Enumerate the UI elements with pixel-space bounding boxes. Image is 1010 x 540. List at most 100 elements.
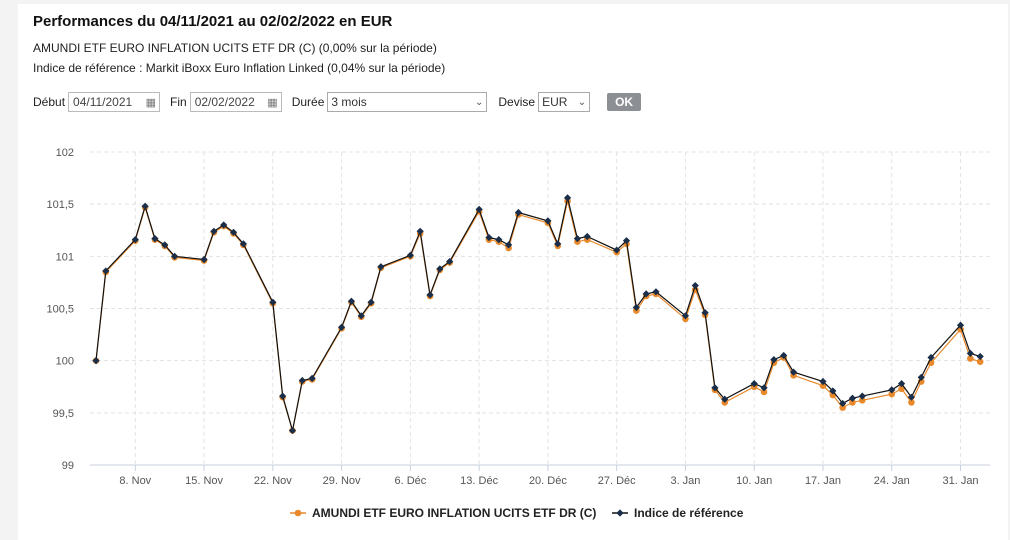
index-data-point bbox=[239, 240, 247, 248]
index-data-point bbox=[338, 323, 346, 331]
fund-series-line bbox=[95, 200, 981, 431]
index-data-point bbox=[789, 368, 798, 376]
x-tick-label: 10. Jan bbox=[736, 475, 772, 487]
index-series-line bbox=[95, 197, 981, 431]
fund-data-point bbox=[849, 399, 856, 406]
duration-value: 3 mois bbox=[331, 95, 367, 109]
index-data-point bbox=[554, 240, 562, 248]
index-data-point bbox=[347, 297, 356, 305]
end-date-label: Fin bbox=[170, 95, 187, 109]
fund-data-point bbox=[888, 390, 896, 398]
index-data-point bbox=[917, 373, 925, 381]
index-data-point bbox=[770, 356, 778, 364]
index-data-point bbox=[858, 392, 866, 400]
y-tick-label: 100,5 bbox=[46, 304, 74, 316]
index-data-point bbox=[927, 353, 935, 362]
y-tick-label: 101 bbox=[56, 251, 74, 263]
start-date-field[interactable]: 04/11/2021 ▦ bbox=[68, 92, 161, 112]
fund-data-point bbox=[898, 385, 905, 393]
index-data-point bbox=[848, 394, 857, 402]
currency-select[interactable]: EUR ⌄ bbox=[538, 92, 591, 112]
x-tick-label: 20. Déc bbox=[529, 475, 567, 487]
index-data-point bbox=[622, 237, 631, 245]
fund-data-point bbox=[819, 382, 827, 390]
x-tick-label: 3. Jan bbox=[670, 475, 700, 487]
duration-select[interactable]: 3 mois ⌄ bbox=[327, 92, 488, 112]
performance-chart: 102 101,5 101 100,5 100 99,5 99 8. Nov 15. Nov 22… bbox=[46, 147, 990, 520]
duration-label: Durée bbox=[291, 95, 325, 109]
fund-performance-line: AMUNDI ETF EURO INFLATION UCITS ETF DR (… bbox=[33, 41, 437, 55]
index-data-point bbox=[632, 303, 640, 312]
index-data-point bbox=[161, 241, 169, 249]
fund-data-point bbox=[839, 404, 846, 411]
index-data-point bbox=[681, 312, 690, 320]
calendar-icon[interactable]: ▦ bbox=[145, 96, 157, 109]
index-data-point bbox=[426, 291, 434, 299]
index-data-point bbox=[200, 255, 208, 264]
index-data-point bbox=[544, 217, 552, 225]
index-data-point bbox=[819, 377, 827, 386]
x-tick-label: 15. Nov bbox=[185, 475, 223, 487]
index-data-point bbox=[573, 234, 581, 243]
index-data-point bbox=[288, 426, 297, 435]
start-date-value: 04/11/2021 bbox=[73, 95, 133, 109]
index-data-point bbox=[151, 234, 159, 243]
index-data-point bbox=[780, 351, 788, 360]
index-data-point bbox=[298, 376, 306, 385]
currency-label: Devise bbox=[498, 95, 536, 109]
legend-fund-marker bbox=[294, 509, 302, 517]
y-tick-label: 99 bbox=[62, 460, 74, 472]
x-tick-label: 13. Déc bbox=[460, 475, 498, 487]
period-form: Début 04/11/2021 ▦ Fin 02/02/2022 ▦ Duré… bbox=[33, 90, 642, 114]
index-data-point bbox=[907, 393, 916, 401]
index-data-point bbox=[966, 349, 974, 357]
currency-value: EUR bbox=[542, 95, 568, 109]
index-data-point bbox=[652, 288, 660, 296]
index-data-point bbox=[711, 384, 719, 392]
fund-data-point bbox=[858, 397, 866, 404]
index-data-point bbox=[956, 321, 965, 329]
y-tick-label: 102 bbox=[56, 147, 74, 159]
x-tick-label: 27. Déc bbox=[598, 475, 636, 487]
index-data-point bbox=[563, 194, 572, 202]
index-data-point bbox=[269, 298, 277, 306]
legend-index-marker bbox=[616, 509, 624, 517]
y-tick-label: 99,5 bbox=[53, 408, 74, 420]
index-data-point bbox=[760, 384, 768, 392]
end-date-value: 02/02/2022 bbox=[194, 95, 255, 109]
x-tick-label: 24. Jan bbox=[874, 475, 910, 487]
x-tick-label: 8. Nov bbox=[119, 475, 151, 487]
index-data-point bbox=[897, 380, 906, 388]
calendar-icon[interactable]: ▦ bbox=[267, 96, 278, 109]
index-data-point bbox=[750, 380, 758, 388]
index-performance-line: Indice de référence : Markit iBoxx Euro … bbox=[33, 61, 446, 75]
index-data-point bbox=[377, 263, 385, 271]
x-tick-label: 29. Nov bbox=[323, 475, 361, 487]
index-data-point bbox=[131, 236, 139, 244]
index-data-point bbox=[888, 386, 896, 394]
index-data-point bbox=[691, 281, 699, 290]
end-date-field[interactable]: 02/02/2022 ▦ bbox=[189, 92, 282, 112]
legend-index-label: Indice de référence bbox=[634, 506, 744, 520]
index-data-point bbox=[446, 257, 454, 266]
index-data-point bbox=[839, 399, 847, 408]
index-data-point bbox=[279, 392, 287, 400]
fund-data-point bbox=[908, 399, 915, 406]
ok-button[interactable]: OK bbox=[607, 93, 642, 111]
index-data-point bbox=[495, 236, 503, 244]
index-data-point bbox=[505, 241, 513, 249]
index-data-point bbox=[141, 202, 149, 210]
start-date-label: Début bbox=[33, 95, 66, 109]
index-data-point bbox=[357, 312, 365, 320]
index-data-point bbox=[436, 265, 444, 273]
index-data-point bbox=[220, 221, 228, 229]
chevron-down-icon: ⌄ bbox=[577, 96, 587, 108]
fund-data-point bbox=[976, 358, 984, 366]
x-tick-label: 22. Nov bbox=[254, 475, 292, 487]
index-data-point bbox=[406, 251, 414, 259]
y-tick-label: 101,5 bbox=[46, 199, 74, 211]
index-data-point bbox=[583, 232, 591, 241]
chart-panel-title: Performances du 04/11/2021 au 02/02/2022… bbox=[33, 13, 393, 30]
index-data-point bbox=[308, 374, 316, 383]
performance-panel: Performances du 04/11/2021 au 02/02/2022… bbox=[18, 4, 1008, 540]
